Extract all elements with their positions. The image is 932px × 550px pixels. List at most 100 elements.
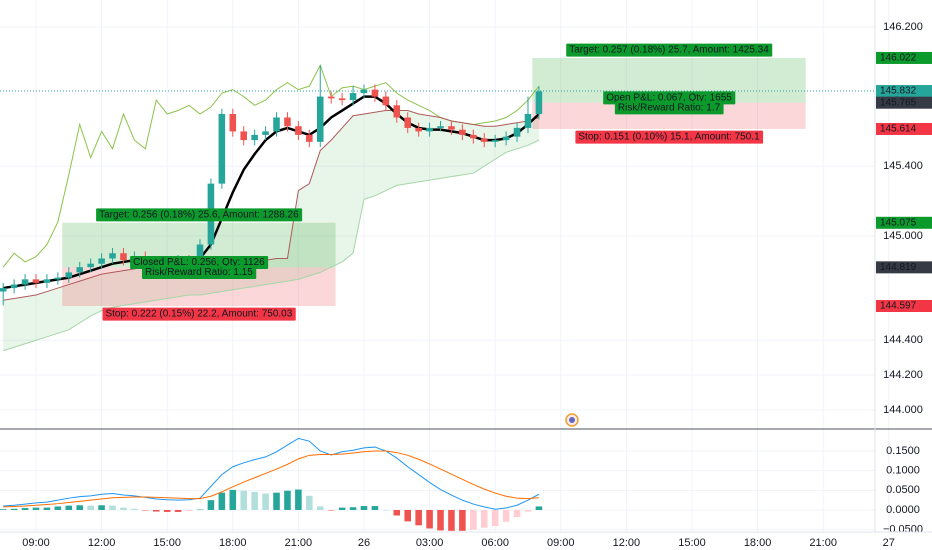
x-tick-label: 27 [883,537,895,549]
candle-body [349,93,357,101]
macd-histogram-bar [415,509,422,526]
candle-body [502,136,510,141]
macd-histogram-bar [360,506,368,510]
macd-histogram-bar [470,509,477,530]
candle-body [87,263,94,268]
target-label: Target: 0.257 (0.18%) 25.7, Amount: 1425… [569,45,769,56]
ratio-label: Risk/Reward Ratio: 1.7 [618,102,721,113]
macd-histogram-bar [524,509,532,512]
macd-histogram-bar [207,500,215,510]
candle-body [65,272,73,278]
candle-body [109,253,116,259]
x-tick-label: 12:00 [613,537,641,549]
x-tick-label: 21:00 [285,537,313,549]
x-tick-label: 21:00 [809,537,837,549]
x-tick-label: 06:00 [481,537,509,549]
candle-body [371,89,379,97]
y-tick-label: 145.000 [883,230,923,242]
macd-histogram-bar [43,507,51,510]
candle-body [306,134,313,142]
macd-histogram-bar [109,505,116,510]
stop-label-bg [102,307,296,321]
x-tick-label: 26 [358,537,370,549]
macd-histogram-bar [284,490,291,510]
price-label: 145.614 [880,124,917,135]
candle-body [273,117,280,132]
y-tick-label: 144.000 [883,404,923,416]
candle-body [76,267,84,273]
candle-body [32,279,40,283]
pnl-label: Open P&L: 0.067, Qty: 1655 [606,92,732,103]
macd-histogram-bar [76,505,84,510]
ratio-label: Risk/Reward Ratio: 1.15 [145,267,253,278]
macd-histogram-bar [393,509,401,516]
candle-body [524,114,532,128]
candle-body [262,131,269,135]
macd-histogram-bar [87,505,94,510]
macd-line [3,437,540,510]
macd-histogram-bar [142,509,149,511]
macd-histogram-bar [295,489,302,510]
y-tick-label: 146.200 [883,21,923,33]
macd-histogram-bar [0,509,7,510]
price-label: 146.022 [880,53,917,64]
target-label: Target: 0.256 (0.18%) 25.6, Amount: 1288… [99,209,299,220]
candle-body [535,91,543,115]
candle-body [426,127,433,132]
candle-body [480,138,488,142]
stop-label: Stop: 0.222 (0.15%) 22.2, Amount: 750.03 [105,309,292,320]
macd-histogram-bar [502,509,510,522]
macd-histogram-bar [262,493,269,510]
macd-tick-label: −0.0500 [883,524,923,536]
pnl-label: Closed P&L: 0.256, Qty: 1126 [133,257,265,268]
y-tick-label: 145.400 [883,160,923,172]
macd-tick-label: 0.1000 [886,465,920,477]
macd-histogram-bar [229,489,237,510]
macd-histogram-bar [174,509,182,512]
macd-tick-label: 0.0500 [886,484,920,496]
macd-histogram-bar [251,491,258,510]
macd-tick-label: 0.1500 [886,445,920,457]
macd-histogram-bar [196,509,204,511]
macd-histogram-bar [316,506,324,510]
candle-body [0,288,7,292]
price-label: 144.819 [880,262,917,273]
target-label-bg [96,208,303,222]
macd-histogram-bar [480,509,488,528]
y-tick-label: 144.400 [883,334,923,346]
price-label: 144.597 [880,301,917,312]
x-tick-label: 09:00 [22,537,50,549]
candle-body [404,117,411,128]
candle-body [98,258,105,264]
macd-histogram-bar [349,507,357,510]
price-label: 145.832 [880,86,917,97]
candle-body [251,134,258,141]
price-label-bg [876,96,932,109]
pnl-label-bg [130,255,269,269]
band-line [3,139,540,352]
macd-histogram-bar [120,507,127,510]
macd-histogram-bar [327,509,335,511]
candle-body [196,244,204,264]
x-tick-label: 09:00 [547,537,575,549]
macd-histogram-bar [152,509,160,512]
macd-histogram-bar [240,490,248,510]
candle-body [448,126,455,130]
macd-histogram-bar [185,509,193,512]
stop-label-bg [575,130,764,144]
candle-body [327,96,335,99]
candle-body [284,117,291,127]
macd-histogram-bar [218,492,226,510]
price-label-bg [876,51,932,64]
macd-histogram-bar [10,508,18,510]
macd-histogram-bar [273,492,280,510]
x-tick-label: 03:00 [416,537,444,549]
macd-tick-label: 0.0000 [886,504,920,516]
candle-body [382,96,390,106]
candle-body [393,105,401,118]
macd-histogram-bar [163,509,171,512]
stop-label: Stop: 0.151 (0.10%) 15.1, Amount: 750.1 [578,132,760,143]
macd-histogram-bar [32,507,40,510]
candle-body [316,96,324,142]
